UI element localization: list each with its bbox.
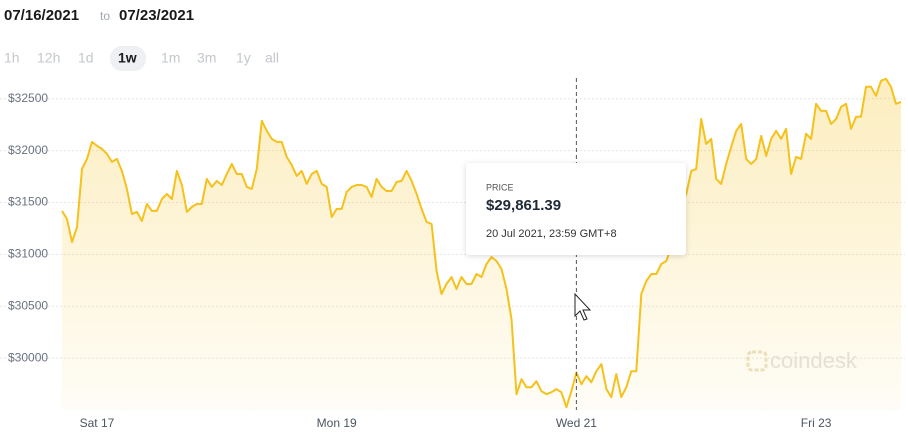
range-label[interactable]: 1h bbox=[4, 50, 20, 66]
range-label[interactable]: 1d bbox=[78, 50, 94, 66]
range-button[interactable]: 1d bbox=[78, 50, 94, 66]
y-tick-label: $32500 bbox=[8, 91, 48, 105]
header: 07/16/2021 to 07/23/2021 bbox=[4, 7, 194, 24]
date-separator: to bbox=[100, 9, 110, 23]
y-tick-label: $30500 bbox=[8, 298, 48, 312]
area bbox=[62, 78, 901, 411]
x-tick-label: Sat 17 bbox=[80, 416, 115, 430]
cursor bbox=[574, 292, 592, 321]
range-label[interactable]: 1y bbox=[236, 50, 251, 66]
tooltip-value: $29,861.39 bbox=[486, 197, 561, 214]
x-tick-label: Mon 19 bbox=[317, 416, 357, 430]
range-label[interactable]: 1m bbox=[161, 50, 180, 66]
range-label[interactable]: 12h bbox=[37, 50, 60, 66]
y-tick-label: $30000 bbox=[8, 350, 48, 364]
range-button[interactable]: 3m bbox=[197, 50, 216, 66]
y-tick-label: $32000 bbox=[8, 143, 48, 157]
range-button[interactable]: 1h bbox=[4, 50, 20, 66]
plot: $30000 $30500 $31000 $31500 $32000 $32500 Sat … bbox=[0, 77, 905, 430]
price-line bbox=[61, 77, 902, 409]
range-label[interactable]: 3m bbox=[197, 50, 216, 66]
tooltip-heading: PRICE bbox=[486, 182, 514, 192]
range-selected-bg bbox=[110, 46, 146, 71]
y-tick-label: $31500 bbox=[8, 195, 48, 209]
y-tick-label: $31000 bbox=[8, 247, 48, 261]
range-label[interactable]: 1w bbox=[118, 50, 137, 66]
date-from: 07/16/2021 bbox=[4, 7, 79, 24]
x-tick-label: Fri 23 bbox=[801, 416, 832, 430]
tooltip: PRICE $29,861.39 20 Jul 2021, 23:59 GMT+8 bbox=[466, 163, 686, 255]
range-buttons: 1h 12h 1d 1w 1m 3m 1y all bbox=[4, 46, 279, 71]
range-button[interactable]: 1w bbox=[110, 46, 146, 71]
range-button[interactable]: 1m bbox=[161, 50, 180, 66]
range-button[interactable]: all bbox=[265, 50, 279, 66]
tooltip-time: 20 Jul 2021, 23:59 GMT+8 bbox=[486, 228, 617, 240]
range-button[interactable]: 1y bbox=[236, 50, 251, 66]
tooltip-box bbox=[466, 163, 686, 255]
date-to: 07/23/2021 bbox=[119, 7, 194, 24]
range-button[interactable]: 12h bbox=[37, 50, 60, 66]
x-tick-label: Wed 21 bbox=[556, 416, 597, 430]
range-label[interactable]: all bbox=[265, 50, 279, 66]
